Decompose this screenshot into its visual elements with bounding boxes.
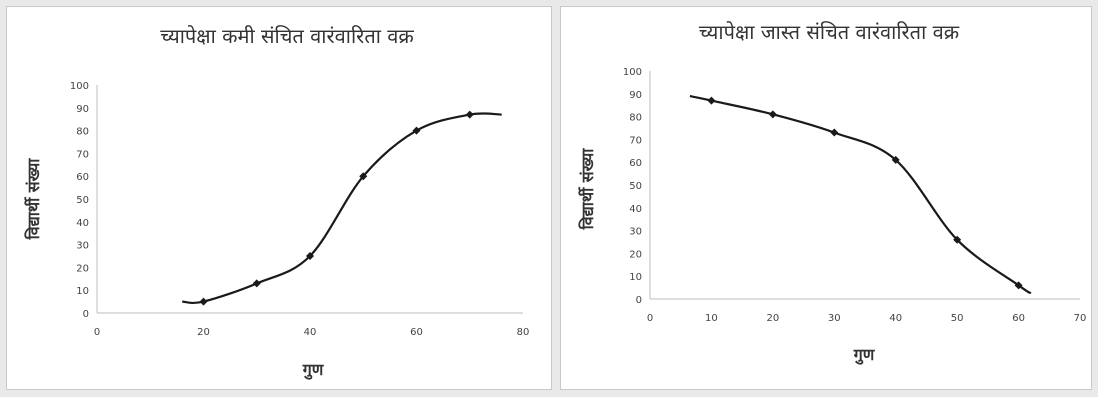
x-tick-label: 0 xyxy=(647,313,653,324)
x-tick-label: 50 xyxy=(951,313,964,324)
data-point xyxy=(1014,281,1023,290)
y-tick-label: 80 xyxy=(629,113,642,124)
x-tick-label: 30 xyxy=(828,313,841,324)
x-axis-label: गुण xyxy=(853,345,876,365)
x-tick-label: 0 xyxy=(94,327,100,338)
chart-panel-more-than: च्यापेक्षा जास्त संचित वारंवारिता वक्र 0 1… xyxy=(560,6,1092,390)
ogive-curve xyxy=(182,112,502,305)
y-tick-label: 0 xyxy=(636,295,642,306)
chart-title: च्यापेक्षा जास्त संचित वारंवारिता वक्र xyxy=(699,20,960,44)
data-point xyxy=(252,279,261,288)
y-tick-label: 10 xyxy=(629,272,642,283)
x-tick-label: 10 xyxy=(705,313,718,324)
y-tick-label: 30 xyxy=(76,241,89,252)
x-tick-label: 80 xyxy=(517,327,530,338)
data-point xyxy=(707,96,716,105)
x-tick-label: 20 xyxy=(197,327,210,338)
y-tick-label: 0 xyxy=(83,309,89,320)
y-tick-label: 50 xyxy=(629,181,642,192)
x-tick-label: 60 xyxy=(1012,313,1025,324)
y-tick-label: 20 xyxy=(76,263,89,274)
y-tick-label: 90 xyxy=(76,104,89,115)
chart-panel-less-than: च्यापेक्षा कमी संचित वारंवारिता वक्र 0 10 2… xyxy=(6,6,552,390)
x-tick-label: 40 xyxy=(889,313,902,324)
y-tick-label: 20 xyxy=(629,249,642,260)
y-tick-label: 60 xyxy=(629,158,642,169)
y-tick-label: 50 xyxy=(76,195,89,206)
y-tick-label: 100 xyxy=(623,67,642,78)
y-tick-label: 40 xyxy=(76,218,89,229)
data-point xyxy=(830,128,839,137)
x-axis-label: गुण xyxy=(302,360,325,380)
y-tick-label: 100 xyxy=(70,81,89,92)
chart-less-than: च्यापेक्षा कमी संचित वारंवारिता वक्र 0 10 2… xyxy=(24,24,530,380)
ogive-curve xyxy=(689,95,1032,295)
data-point xyxy=(891,155,900,164)
x-tick-label: 40 xyxy=(304,327,317,338)
data-point xyxy=(199,297,208,306)
data-point xyxy=(359,172,368,181)
chart-more-than: च्यापेक्षा जास्त संचित वारंवारिता वक्र 0 1… xyxy=(578,20,1087,365)
data-point xyxy=(953,235,962,244)
data-point xyxy=(465,110,474,119)
data-point xyxy=(306,252,314,260)
y-tick-label: 30 xyxy=(629,227,642,238)
y-tick-label: 40 xyxy=(629,204,642,215)
x-tick-label: 70 xyxy=(1074,313,1087,324)
x-tick-label: 20 xyxy=(766,313,779,324)
y-tick-label: 90 xyxy=(629,90,642,101)
data-point xyxy=(768,110,777,119)
y-tick-label: 10 xyxy=(76,286,89,297)
y-tick-label: 60 xyxy=(76,172,89,183)
chart-title: च्यापेक्षा कमी संचित वारंवारिता वक्र xyxy=(160,24,414,48)
data-point xyxy=(412,126,421,135)
x-tick-label: 60 xyxy=(410,327,423,338)
y-tick-label: 70 xyxy=(629,135,642,146)
y-tick-label: 80 xyxy=(76,127,89,138)
y-axis-label: विद्यार्थी संख्या xyxy=(24,158,43,241)
y-tick-label: 70 xyxy=(76,149,89,160)
y-axis-label: विद्यार्थी संख्या xyxy=(578,148,597,231)
